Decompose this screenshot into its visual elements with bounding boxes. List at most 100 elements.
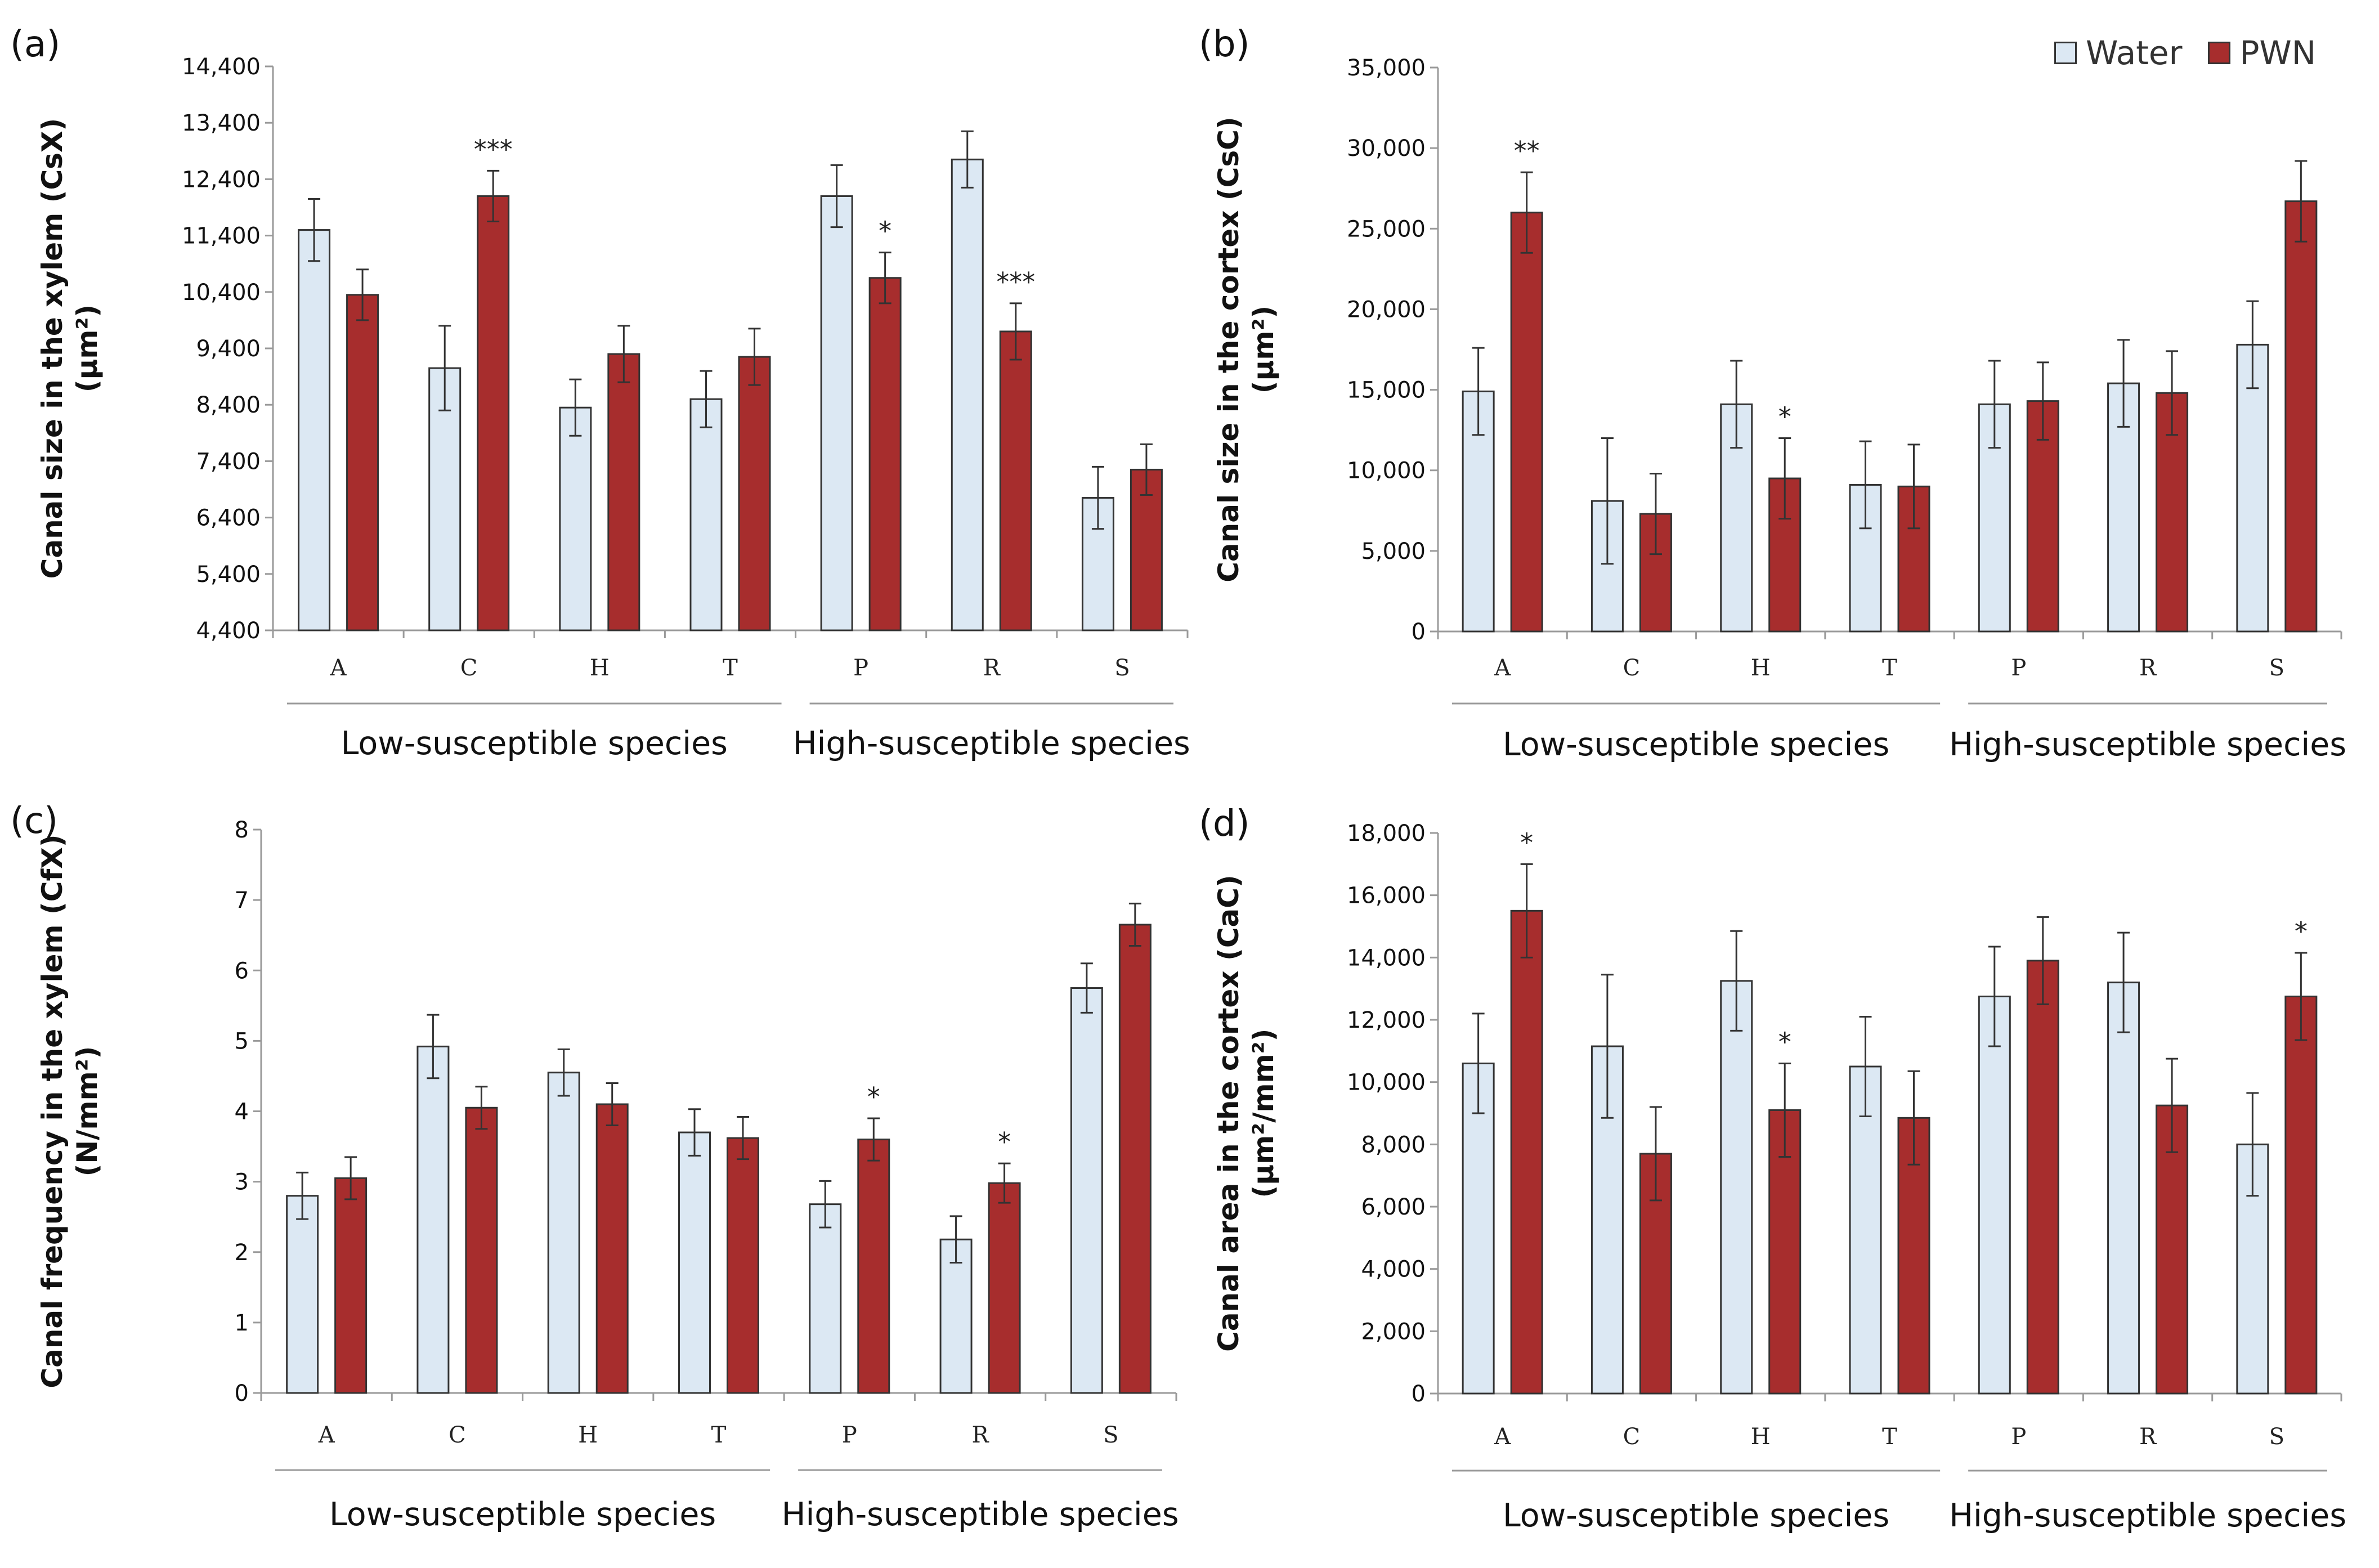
category-label-H: H	[578, 1422, 598, 1448]
y-axis-title: Canal area in the cortex (CaC)	[1212, 875, 1245, 1352]
y-axis-title: Canal size in the xylem (CsX)	[36, 118, 69, 579]
category-label-A: A	[318, 1422, 335, 1448]
category-label-H: H	[1751, 1424, 1771, 1450]
bar-water-T	[1849, 1065, 1882, 1395]
bar-water-P	[1978, 996, 2011, 1395]
y-tick-label: 1	[235, 1310, 249, 1336]
category-label-C: C	[460, 655, 478, 681]
y-axis-title: Canal size in the cortex (CsC)	[1212, 117, 1245, 583]
bar-pwn-A	[346, 294, 379, 631]
y-tick-label: 2,000	[1361, 1319, 1426, 1345]
y-tick-label: 7	[235, 888, 249, 913]
category-label-A: A	[1494, 1424, 1511, 1450]
group-label: Low-susceptible species	[329, 1496, 716, 1533]
bar-pwn-H	[595, 1103, 629, 1394]
bar-pwn-A	[1510, 910, 1543, 1395]
y-tick-label: 8,000	[1361, 1132, 1426, 1158]
y-axis-unit: (N/mm²)	[71, 1046, 104, 1177]
bar-pwn-R	[2156, 1104, 2189, 1395]
legend-label-water: Water	[2086, 34, 2183, 72]
bar-pwn-T	[727, 1137, 759, 1394]
y-tick-label: 35,000	[1347, 55, 1426, 81]
group-label: High-susceptible species	[793, 725, 1190, 762]
category-label-T: T	[1882, 655, 1897, 681]
y-tick-label: 0	[1412, 1381, 1426, 1407]
category-label-T: T	[1882, 1424, 1897, 1450]
category-label-H: H	[590, 655, 610, 681]
bar-water-H	[547, 1072, 580, 1394]
group-label: Low-susceptible species	[1503, 1497, 1889, 1534]
bar-water-R	[2107, 982, 2140, 1395]
y-tick-label: 4,000	[1361, 1257, 1426, 1283]
y-axis-unit: (µm²)	[71, 304, 104, 393]
significance-marker: *	[1778, 1027, 1791, 1057]
y-tick-label: 20,000	[1347, 297, 1426, 322]
category-label-R: R	[2139, 1424, 2157, 1450]
y-axis-unit: (µm²/mm²)	[1247, 1029, 1280, 1198]
group-label: High-susceptible species	[782, 1496, 1179, 1533]
y-tick-label: 15,000	[1347, 378, 1426, 404]
y-tick-label: 5,400	[196, 562, 261, 588]
y-tick-label: 30,000	[1347, 136, 1426, 162]
significance-marker: *	[879, 216, 891, 247]
y-tick-label: 11,400	[182, 223, 261, 249]
y-tick-label: 6	[235, 958, 249, 984]
chart-panel-2: (b) 0 5,000 10,000 15,000 20,000 25,000 30,000 3…	[1199, 24, 2346, 763]
chart-panel-3: (c) 0 1 2 3 4 5 6 7 8 Canal frequency in the xylem…	[10, 800, 1179, 1533]
y-tick-label: 12,000	[1347, 1007, 1426, 1033]
y-tick-label: 4	[235, 1099, 249, 1125]
category-label-C: C	[1623, 1424, 1641, 1450]
category-label-S: S	[2269, 1424, 2284, 1450]
y-tick-label: 12,400	[182, 167, 261, 192]
category-label-C: C	[449, 1422, 466, 1448]
bar-pwn-C	[477, 195, 510, 631]
category-label-R: R	[972, 1422, 990, 1448]
category-label-S: S	[1114, 655, 1130, 681]
y-tick-label: 8	[235, 817, 249, 843]
group-label: Low-susceptible species	[1503, 726, 1889, 763]
category-label-T: T	[723, 655, 738, 681]
bar-pwn-T	[738, 356, 771, 631]
panel-label: (c)	[10, 800, 58, 842]
bar-pwn-H	[607, 353, 640, 631]
y-tick-label: 5	[235, 1028, 249, 1054]
significance-marker: ***	[474, 134, 513, 164]
bar-pwn-P	[868, 277, 902, 631]
legend-swatch-pwn	[2208, 42, 2231, 64]
bar-water-H	[559, 406, 592, 631]
y-tick-label: 14,400	[182, 54, 261, 80]
significance-marker: ***	[996, 267, 1035, 297]
y-tick-label: 6,000	[1361, 1194, 1426, 1220]
significance-marker: *	[2295, 916, 2308, 947]
bar-water-R	[939, 1238, 973, 1394]
y-tick-label: 0	[1412, 619, 1426, 645]
bar-water-T	[678, 1131, 711, 1394]
category-label-R: R	[983, 655, 1001, 681]
legend-item-pwn: PWN	[2208, 34, 2316, 72]
category-label-P: P	[2011, 655, 2026, 681]
bar-pwn-R	[999, 330, 1032, 631]
bar-pwn-C	[1639, 513, 1672, 633]
y-tick-label: 10,400	[182, 280, 261, 306]
legend: Water PWN	[2054, 34, 2342, 72]
bar-pwn-R	[988, 1182, 1021, 1394]
y-tick-label: 8,400	[196, 392, 261, 418]
bar-pwn-A	[334, 1177, 368, 1394]
bar-water-H	[1720, 980, 1753, 1395]
panel-label: (b)	[1199, 24, 1250, 65]
y-tick-label: 3	[235, 1170, 249, 1195]
y-tick-label: 18,000	[1347, 821, 1426, 846]
y-tick-label: 7,400	[196, 449, 261, 474]
significance-marker: *	[1778, 401, 1791, 432]
bar-pwn-P	[857, 1139, 890, 1394]
group-label: Low-susceptible species	[341, 725, 728, 762]
category-label-P: P	[2011, 1424, 2026, 1450]
category-label-P: P	[842, 1422, 857, 1448]
panel-label: (d)	[1199, 803, 1250, 845]
bar-pwn-P	[2026, 960, 2059, 1395]
y-tick-label: 2	[235, 1240, 249, 1266]
group-label: High-susceptible species	[1949, 1497, 2346, 1534]
bar-pwn-S	[2284, 200, 2318, 633]
category-label-T: T	[711, 1422, 727, 1448]
